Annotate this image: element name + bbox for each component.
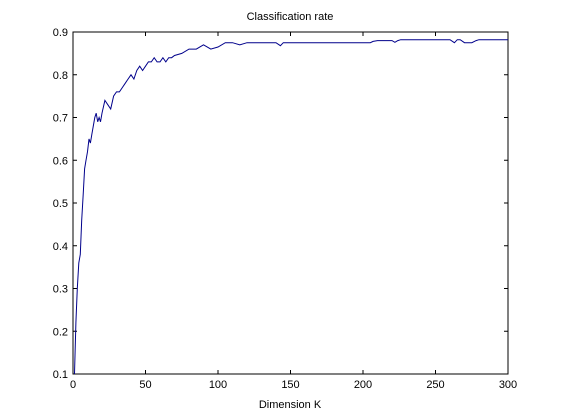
tick-labels: 0 50 100 150 200 250 300 0.1 0.2 0.3 0.4 0.5 0.6 0.7 0… <box>53 27 517 391</box>
y-tick-label: 0.4 <box>53 241 68 253</box>
x-tick-label: 200 <box>354 379 372 391</box>
plot-area <box>72 31 509 375</box>
y-tick-label: 0.8 <box>53 70 68 82</box>
y-tick-label: 0.2 <box>53 326 68 338</box>
y-tick-label: 0.1 <box>53 369 68 381</box>
chart-title: Classification rate <box>247 11 334 23</box>
x-axis-label: Dimension K <box>259 399 322 411</box>
x-tick-label: 150 <box>281 379 299 391</box>
x-tick-label: 300 <box>499 379 517 391</box>
y-tick-label: 0.3 <box>53 284 68 296</box>
x-tick-label: 0 <box>70 379 76 391</box>
y-tick-label: 0.5 <box>53 198 68 210</box>
y-tick-label: 0.6 <box>53 155 68 167</box>
y-tick-label: 0.7 <box>53 113 68 125</box>
x-tick-label: 250 <box>426 379 444 391</box>
ticks <box>72 31 509 375</box>
y-tick-label: 0.9 <box>53 27 68 39</box>
series-line <box>74 39 508 375</box>
x-tick-label: 100 <box>209 379 227 391</box>
x-tick-label: 50 <box>139 379 151 391</box>
